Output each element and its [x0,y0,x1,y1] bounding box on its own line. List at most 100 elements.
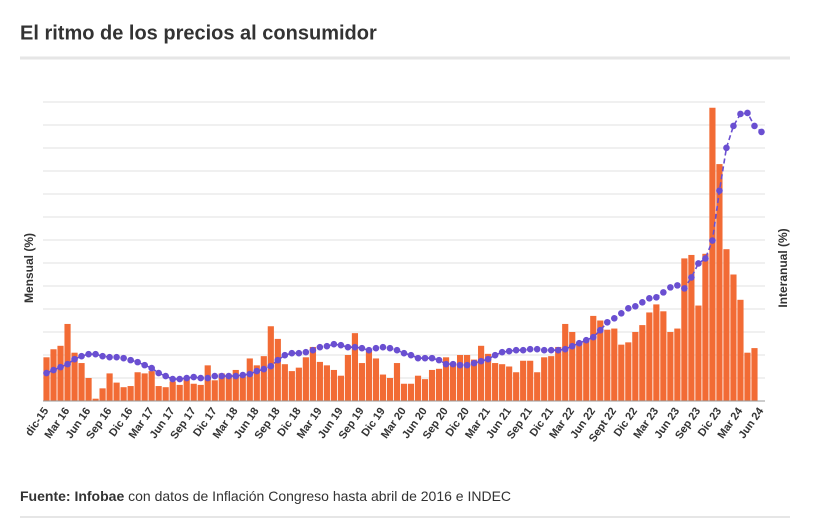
line-point [625,305,632,312]
line-point [162,372,169,380]
line-point [120,354,127,362]
line-point [232,372,240,380]
line-point [695,260,702,267]
bar [407,383,415,401]
bar [583,340,590,401]
bar [520,360,527,401]
bar [169,381,176,401]
line-point [610,314,618,322]
line-point [260,365,268,373]
line-point [176,375,183,383]
line-point [358,344,366,352]
line-point [442,360,450,368]
line-point [730,122,737,130]
bar [211,380,218,401]
line-point [505,347,513,355]
line-point [407,351,415,359]
bar [744,352,751,401]
y2-axis-label: Interanual (%) [776,228,790,307]
bar [590,315,597,401]
line-point [71,355,78,363]
bar [660,311,667,401]
line-point [169,375,176,383]
bar [688,254,695,401]
line-point [589,333,597,341]
bar [246,358,253,401]
line-point [106,353,113,361]
line-point [639,299,646,306]
bar [274,338,281,401]
line-point [225,372,233,380]
bar [548,356,555,401]
bar [737,299,744,401]
line-point [470,359,478,367]
line-point [155,369,162,377]
line-point [744,109,751,117]
bar [471,359,478,401]
line-point [64,360,71,368]
line-point [561,345,569,353]
line-point [456,361,464,369]
bar [50,349,57,401]
line-point [400,349,408,357]
line-point [302,348,310,356]
bar [323,365,330,401]
line-point [709,237,716,244]
bar [639,325,646,401]
bar [534,372,541,401]
line-point [218,372,226,380]
line-point [127,356,134,364]
bar [302,357,309,401]
bar [414,375,422,401]
bar [316,361,323,401]
bar [576,342,583,401]
bar [653,304,660,401]
bar [646,312,653,401]
line-point [674,282,681,289]
line-point [463,361,471,369]
bar [667,332,674,401]
bar [428,369,436,401]
line-point [547,346,555,354]
line-point [323,342,331,350]
bar [232,369,239,401]
source-label: Fuente: [20,488,71,504]
bar [190,383,197,401]
bar [421,379,429,401]
bar [344,355,352,401]
line-point [688,274,695,281]
bar [204,365,211,401]
line-point [603,318,611,326]
line-point [723,144,730,152]
bar [85,378,92,401]
line-point [498,348,506,356]
line-point [632,303,639,310]
bar [393,363,401,401]
line-point [519,346,527,354]
bar [695,305,702,401]
bar [435,368,443,401]
line-point [288,349,296,357]
line-point [204,374,212,382]
bar [597,320,604,401]
line-point [134,358,141,366]
bar [155,386,162,401]
bar [134,372,141,401]
line-point [660,289,667,296]
bar [751,348,758,401]
line-point [702,255,709,262]
line-point [575,339,583,347]
line-point [92,350,99,358]
line-point [99,352,106,360]
bar [709,107,716,401]
bar [611,328,618,401]
bar [162,387,169,401]
line-point [393,346,401,354]
bar [365,351,373,401]
line-point [190,373,198,381]
source-name: Infobae [74,488,124,504]
bar [225,374,232,401]
line-point [85,350,92,358]
line-point [526,345,534,353]
bar [541,357,548,401]
